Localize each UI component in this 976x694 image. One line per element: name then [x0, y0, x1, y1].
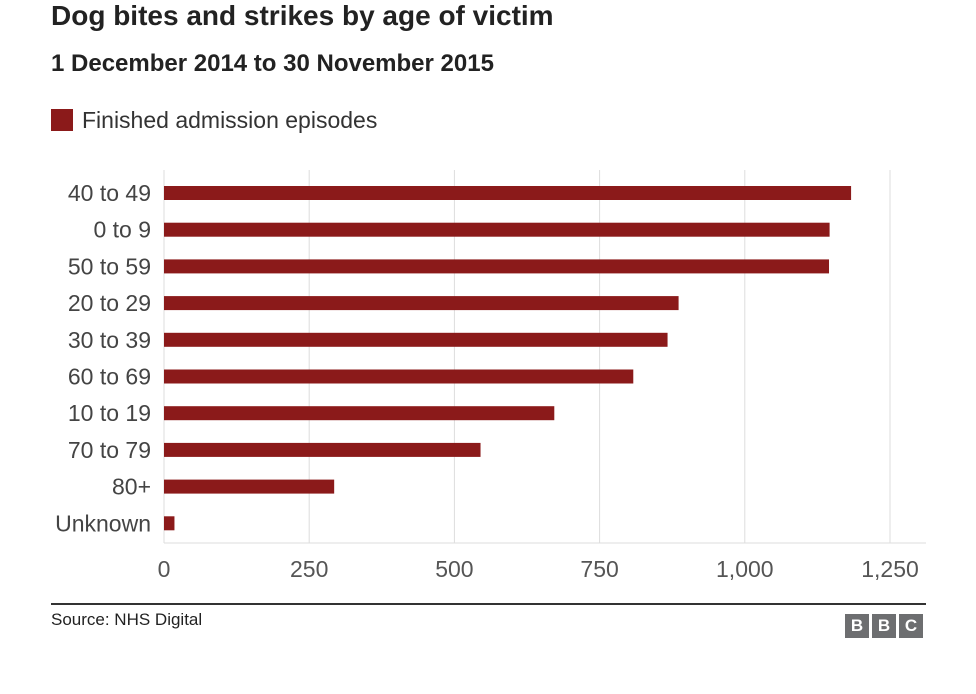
bar: [164, 222, 830, 237]
category-label: 60 to 69: [68, 364, 151, 390]
bar: [164, 406, 555, 421]
legend-swatch: [51, 109, 73, 131]
bar: [164, 296, 679, 311]
x-tick-label: 750: [580, 556, 618, 582]
bbc-logo-letter: C: [899, 614, 923, 638]
category-label: Unknown: [55, 510, 151, 536]
bbc-logo: B B C: [845, 614, 923, 638]
category-label: 20 to 29: [68, 290, 151, 316]
bar: [164, 332, 668, 347]
category-label: 50 to 59: [68, 253, 151, 279]
bar: [164, 442, 481, 457]
x-tick-label: 1,250: [861, 556, 919, 582]
x-tick-label: 250: [290, 556, 328, 582]
bar: [164, 479, 335, 494]
category-label: 30 to 39: [68, 327, 151, 353]
category-label: 0 to 9: [93, 217, 151, 243]
bar: [164, 186, 852, 200]
x-tick-label: 0: [158, 556, 171, 582]
legend: Finished admission episodes: [51, 106, 377, 134]
category-label: 10 to 19: [68, 400, 151, 426]
source-note: Source: NHS Digital: [51, 610, 203, 629]
category-label: 40 to 49: [68, 180, 151, 206]
bar: [164, 259, 830, 274]
bbc-logo-letter: B: [872, 614, 896, 638]
category-label: 80+: [112, 474, 151, 500]
x-tick-label: 500: [435, 556, 473, 582]
category-label: 70 to 79: [68, 437, 151, 463]
footer-rule: [51, 603, 926, 605]
chart-title: Dog bites and strikes by age of victim: [51, 0, 554, 31]
x-tick-label: 1,000: [716, 556, 774, 582]
bar: [164, 369, 634, 384]
legend-label: Finished admission episodes: [82, 106, 378, 133]
bbc-logo-letter: B: [845, 614, 869, 638]
bar: [164, 516, 175, 531]
chart-subtitle: 1 December 2014 to 30 November 2015: [51, 50, 494, 77]
